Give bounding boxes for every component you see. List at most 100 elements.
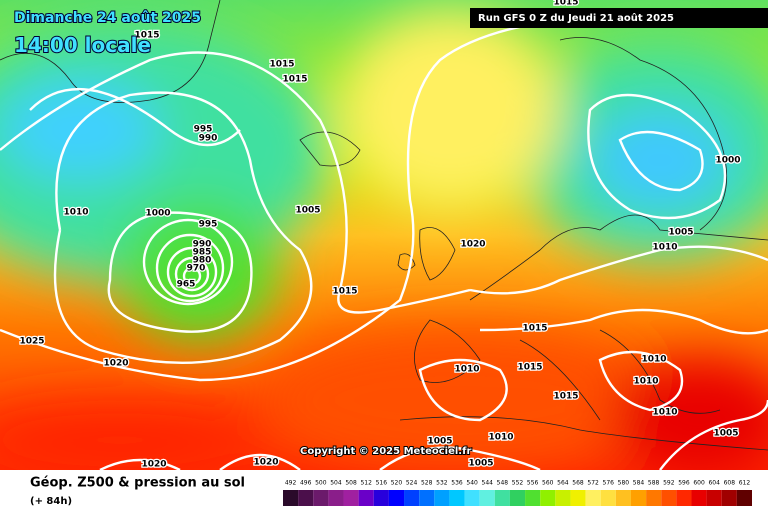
scale-swatch [494, 490, 510, 506]
isobar-label: 1015 [553, 392, 578, 402]
isobar-label: 1020 [141, 460, 166, 470]
scale-swatch [419, 490, 435, 506]
scale-label: 528 [421, 480, 433, 487]
isobar-label: 1015 [282, 75, 307, 85]
isobar-label: 1015 [134, 31, 159, 41]
isobar-label: 1010 [652, 243, 677, 253]
scale-label: 588 [648, 480, 660, 487]
scale-label: 568 [572, 480, 584, 487]
scale-label: 548 [497, 480, 509, 487]
isobar-label: 1015 [522, 324, 547, 334]
scale-label: 504 [330, 480, 342, 487]
isobar-label: 985 [193, 248, 212, 258]
scale-label: 576 [603, 480, 615, 487]
scale-swatch [630, 490, 647, 506]
isobar-label: 1010 [454, 365, 479, 375]
scale-label: 600 [693, 480, 705, 487]
isobar-label: 1015 [269, 60, 294, 70]
scale-swatch [479, 490, 495, 506]
isobar-label: 1005 [713, 429, 738, 439]
run-bar [470, 8, 768, 28]
scale-swatch [313, 490, 329, 506]
scale-swatch [736, 490, 752, 506]
scale-label: 508 [345, 480, 357, 487]
scale-swatch [328, 490, 344, 506]
isobar-label: 990 [193, 240, 212, 250]
isobar-label: 1010 [63, 208, 88, 218]
isobar-label: 1010 [652, 408, 677, 418]
scale-swatch [283, 490, 299, 506]
isobar-label: 1020 [460, 240, 485, 250]
scale-swatch [464, 490, 480, 506]
isobar-label: 995 [194, 125, 213, 135]
scale-swatch [358, 490, 374, 506]
scale-label: 572 [587, 480, 599, 487]
map-time: 14:00 locale [14, 33, 151, 57]
isobar-label: 1005 [668, 228, 693, 238]
isobar-label: 995 [199, 220, 218, 230]
run-info: Run GFS 0 Z du Jeudi 21 août 2025 [478, 12, 674, 24]
scale-swatch [298, 490, 314, 506]
isobar-label: 980 [193, 256, 212, 266]
scale-label: 520 [391, 480, 403, 487]
scale-label: 580 [618, 480, 630, 487]
scale-swatch [449, 490, 465, 506]
isobar-label: 970 [187, 264, 206, 274]
isobar-label: 1015 [553, 0, 578, 8]
isobar-label: 1000 [145, 209, 170, 219]
scale-swatch [600, 490, 616, 506]
scale-swatch [388, 490, 405, 506]
isobar-label: 1020 [103, 359, 128, 369]
scale-swatch [570, 490, 586, 506]
isobar-label: 1025 [19, 337, 44, 347]
isobar-label: 1015 [517, 363, 542, 373]
scale-swatch [373, 490, 389, 506]
scale-swatch [721, 490, 737, 506]
legend-title: Géop. Z500 & pression au sol [30, 476, 245, 491]
scale-label: 516 [376, 480, 388, 487]
scale-swatch [509, 490, 526, 506]
scale-label: 592 [663, 480, 675, 487]
scale-label: 500 [315, 480, 327, 487]
scale-swatch [691, 490, 707, 506]
scale-swatch [540, 490, 556, 506]
scale-label: 540 [466, 480, 478, 487]
isobar-label: 1015 [332, 287, 357, 297]
copyright: Copyright © 2025 Meteociel.fr [300, 446, 471, 457]
scale-label: 512 [360, 480, 372, 487]
isobar-label: 1010 [488, 433, 513, 443]
scale-swatch [615, 490, 631, 506]
scale-swatch [404, 490, 420, 506]
scale-label: 556 [527, 480, 539, 487]
scale-label: 552 [512, 480, 524, 487]
scale-label: 612 [739, 480, 751, 487]
scale-label: 604 [708, 480, 720, 487]
isobar-label: 1010 [641, 355, 666, 365]
scale-swatch [434, 490, 450, 506]
scale-label: 596 [678, 480, 690, 487]
scale-label: 536 [451, 480, 463, 487]
forecast-lead: (+ 84h) [30, 496, 72, 507]
isobar-label: 990 [199, 134, 218, 144]
isobar-label: 965 [177, 280, 196, 290]
scale-swatch [555, 490, 571, 506]
scale-label: 492 [285, 480, 297, 487]
isobar-label: 1010 [633, 377, 658, 387]
isobar-label: 1005 [295, 206, 320, 216]
isobar-label: 1005 [468, 459, 493, 469]
scale-swatch [676, 490, 692, 506]
scale-label: 560 [542, 480, 554, 487]
scale-swatch [343, 490, 359, 506]
scale-label: 496 [300, 480, 312, 487]
scale-swatch [661, 490, 677, 506]
scale-swatch [646, 490, 662, 506]
scale-label: 524 [406, 480, 418, 487]
isobar-label: 1020 [253, 458, 278, 468]
isobar-label: 1005 [427, 437, 452, 447]
isobars [0, 18, 768, 470]
isobar-label: 1000 [715, 156, 740, 166]
scale-swatch [585, 490, 601, 506]
scale-label: 608 [724, 480, 736, 487]
scale-swatch [706, 490, 722, 506]
